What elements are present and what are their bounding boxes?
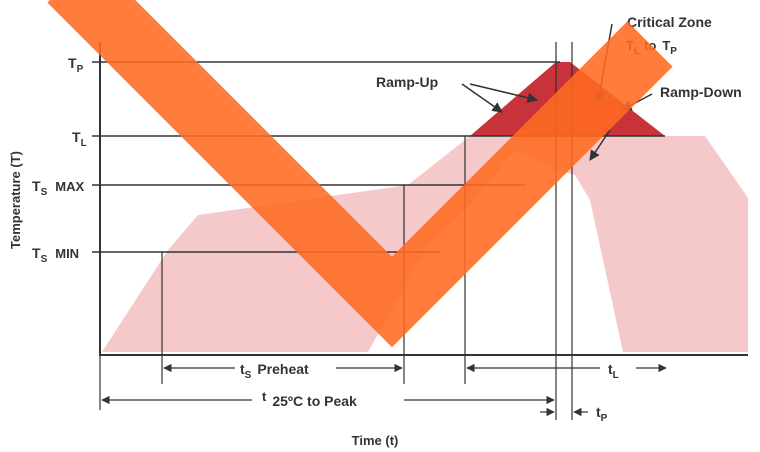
overlay-check-mark — [47, 0, 673, 348]
ramp-up-pointer-1 — [461, 83, 503, 113]
y-axis-title: Temperature (T) — [8, 151, 23, 249]
time-at-peak-label: tP — [596, 404, 608, 424]
tl-label: TL — [72, 129, 87, 149]
critical-zone-title: Critical Zone — [627, 14, 712, 30]
time-above-liquidus-label: tL — [608, 361, 619, 381]
ramp-up-label: Ramp-Up — [376, 74, 438, 90]
ramp-up-pointer-2 — [469, 83, 539, 103]
ts-min-label: TS MIN — [32, 245, 79, 265]
ramp-down-pointer-low — [589, 129, 611, 161]
to-peak-label: t 25ºC to Peak — [262, 389, 357, 409]
ramp-down-label: Ramp-Down — [660, 84, 742, 100]
x-axis-title: Time (t) — [352, 433, 399, 448]
preheat-label: tS Preheat — [240, 361, 309, 381]
ts-max-label: TS MAX — [32, 178, 84, 198]
tp-label: TP — [68, 55, 84, 75]
